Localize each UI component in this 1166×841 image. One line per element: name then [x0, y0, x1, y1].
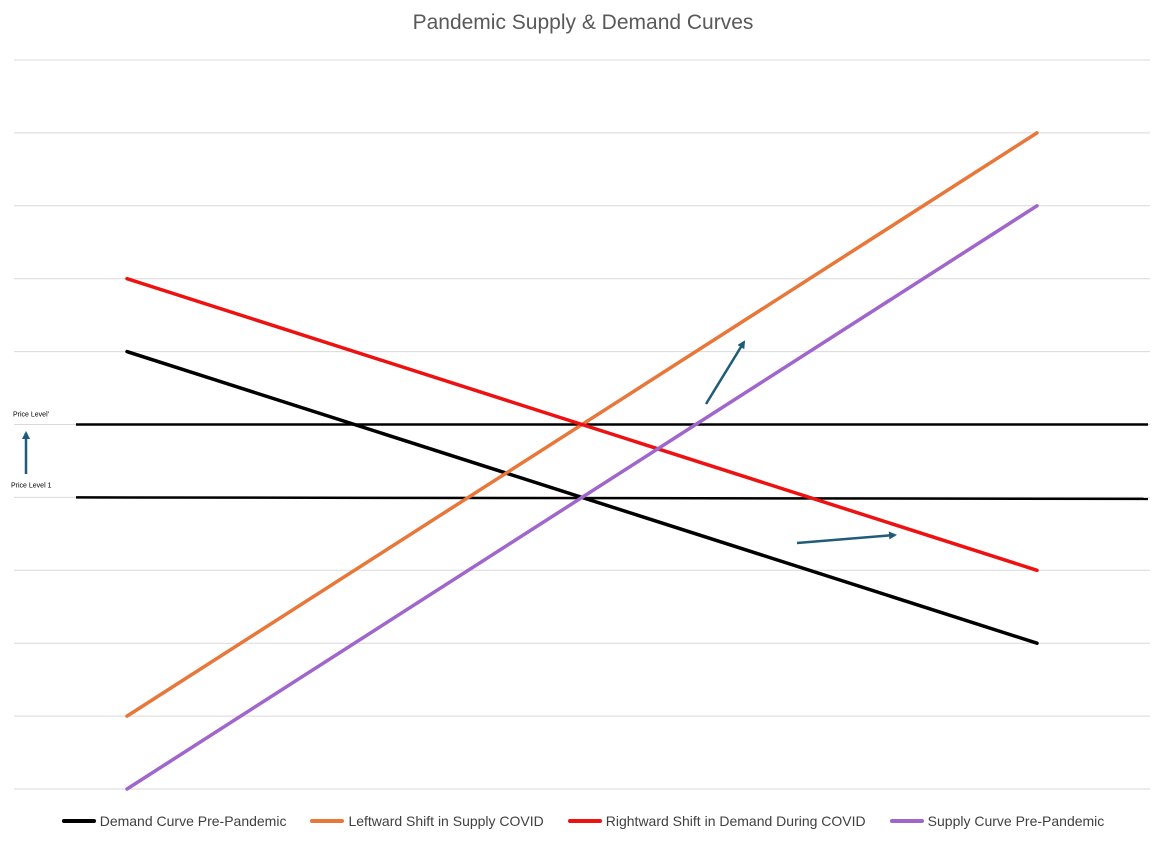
legend-swatch [889, 819, 924, 823]
legend-label: Rightward Shift in Demand During COVID [605, 813, 866, 829]
price-level-line [75, 496, 1149, 501]
legend-label: Demand Curve Pre-Pandemic [99, 813, 287, 829]
series-line [125, 276, 1039, 573]
price-level-label: Price Level 1 [11, 482, 52, 489]
price-level-label: Price Level' [13, 412, 49, 419]
legend-item-supply-covid: Leftward Shift in Supply COVID [310, 813, 544, 829]
legend-swatch [567, 819, 602, 823]
gridlines [14, 59, 1150, 790]
legend-label: Leftward Shift in Supply COVID [348, 813, 544, 829]
series-lines [125, 131, 1039, 791]
annotation-arrows [22, 340, 897, 545]
series-line [125, 204, 1039, 791]
chart-title: Pandemic Supply & Demand Curves [412, 11, 754, 34]
legend-item-supply-pre: Supply Curve Pre-Pandemic [889, 813, 1105, 829]
legend: Demand Curve Pre-Pandemic Leftward Shift… [0, 813, 1166, 829]
legend-swatch [310, 819, 345, 823]
legend-swatch [61, 819, 96, 823]
supply-shift-arrow [704, 340, 746, 405]
price-level-lines: Price Level' Price Level 1 [11, 412, 1149, 501]
legend-label: Supply Curve Pre-Pandemic [927, 813, 1105, 829]
legend-item-demand-pre: Demand Curve Pre-Pandemic [61, 813, 287, 829]
demand-shift-arrow [796, 531, 897, 545]
plot-area: Price Level' Price Level 1 [11, 59, 1150, 791]
legend-item-demand-covid: Rightward Shift in Demand During COVID [567, 813, 866, 829]
